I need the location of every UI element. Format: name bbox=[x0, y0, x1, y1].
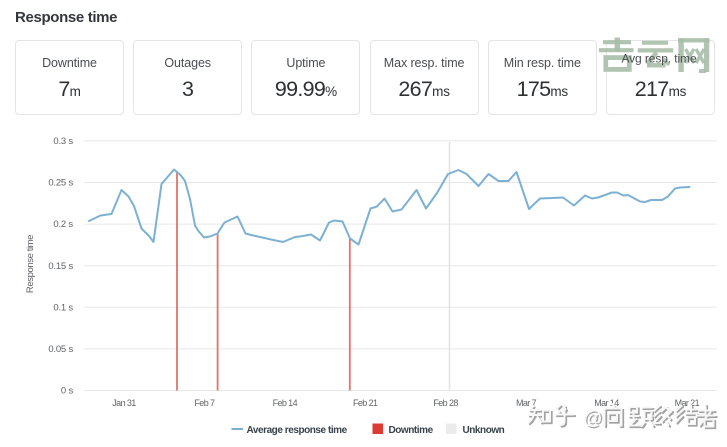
svg-text:0.05 s: 0.05 s bbox=[48, 344, 73, 355]
svg-text:Average response time: Average response time bbox=[247, 425, 348, 436]
svg-text:Mar 14: Mar 14 bbox=[594, 398, 619, 408]
svg-text:Feb 21: Feb 21 bbox=[353, 398, 378, 408]
svg-text:Unknown: Unknown bbox=[463, 425, 505, 436]
svg-text:Feb 28: Feb 28 bbox=[433, 398, 458, 408]
svg-text:@: @ bbox=[583, 408, 602, 429]
svg-text:Avg resp. time: Avg resp. time bbox=[621, 52, 697, 66]
svg-text:0.3 s: 0.3 s bbox=[53, 136, 73, 147]
svg-text:0 s: 0 s bbox=[61, 386, 74, 397]
svg-text:Response time: Response time bbox=[25, 235, 36, 293]
svg-text:Mar 7: Mar 7 bbox=[516, 398, 537, 408]
svg-text:0.25 s: 0.25 s bbox=[48, 178, 73, 189]
svg-text:Jan 31: Jan 31 bbox=[112, 398, 136, 408]
svg-text:@: @ bbox=[585, 410, 604, 431]
svg-text:0.2 s: 0.2 s bbox=[53, 219, 73, 230]
svg-text:Feb 14: Feb 14 bbox=[273, 398, 298, 408]
svg-text:Mar 21: Mar 21 bbox=[675, 398, 700, 408]
svg-text:Feb 7: Feb 7 bbox=[194, 398, 215, 408]
svg-text:Downtime: Downtime bbox=[389, 425, 434, 436]
svg-text:0.1 s: 0.1 s bbox=[53, 302, 73, 313]
svg-text:0.15 s: 0.15 s bbox=[48, 261, 73, 272]
